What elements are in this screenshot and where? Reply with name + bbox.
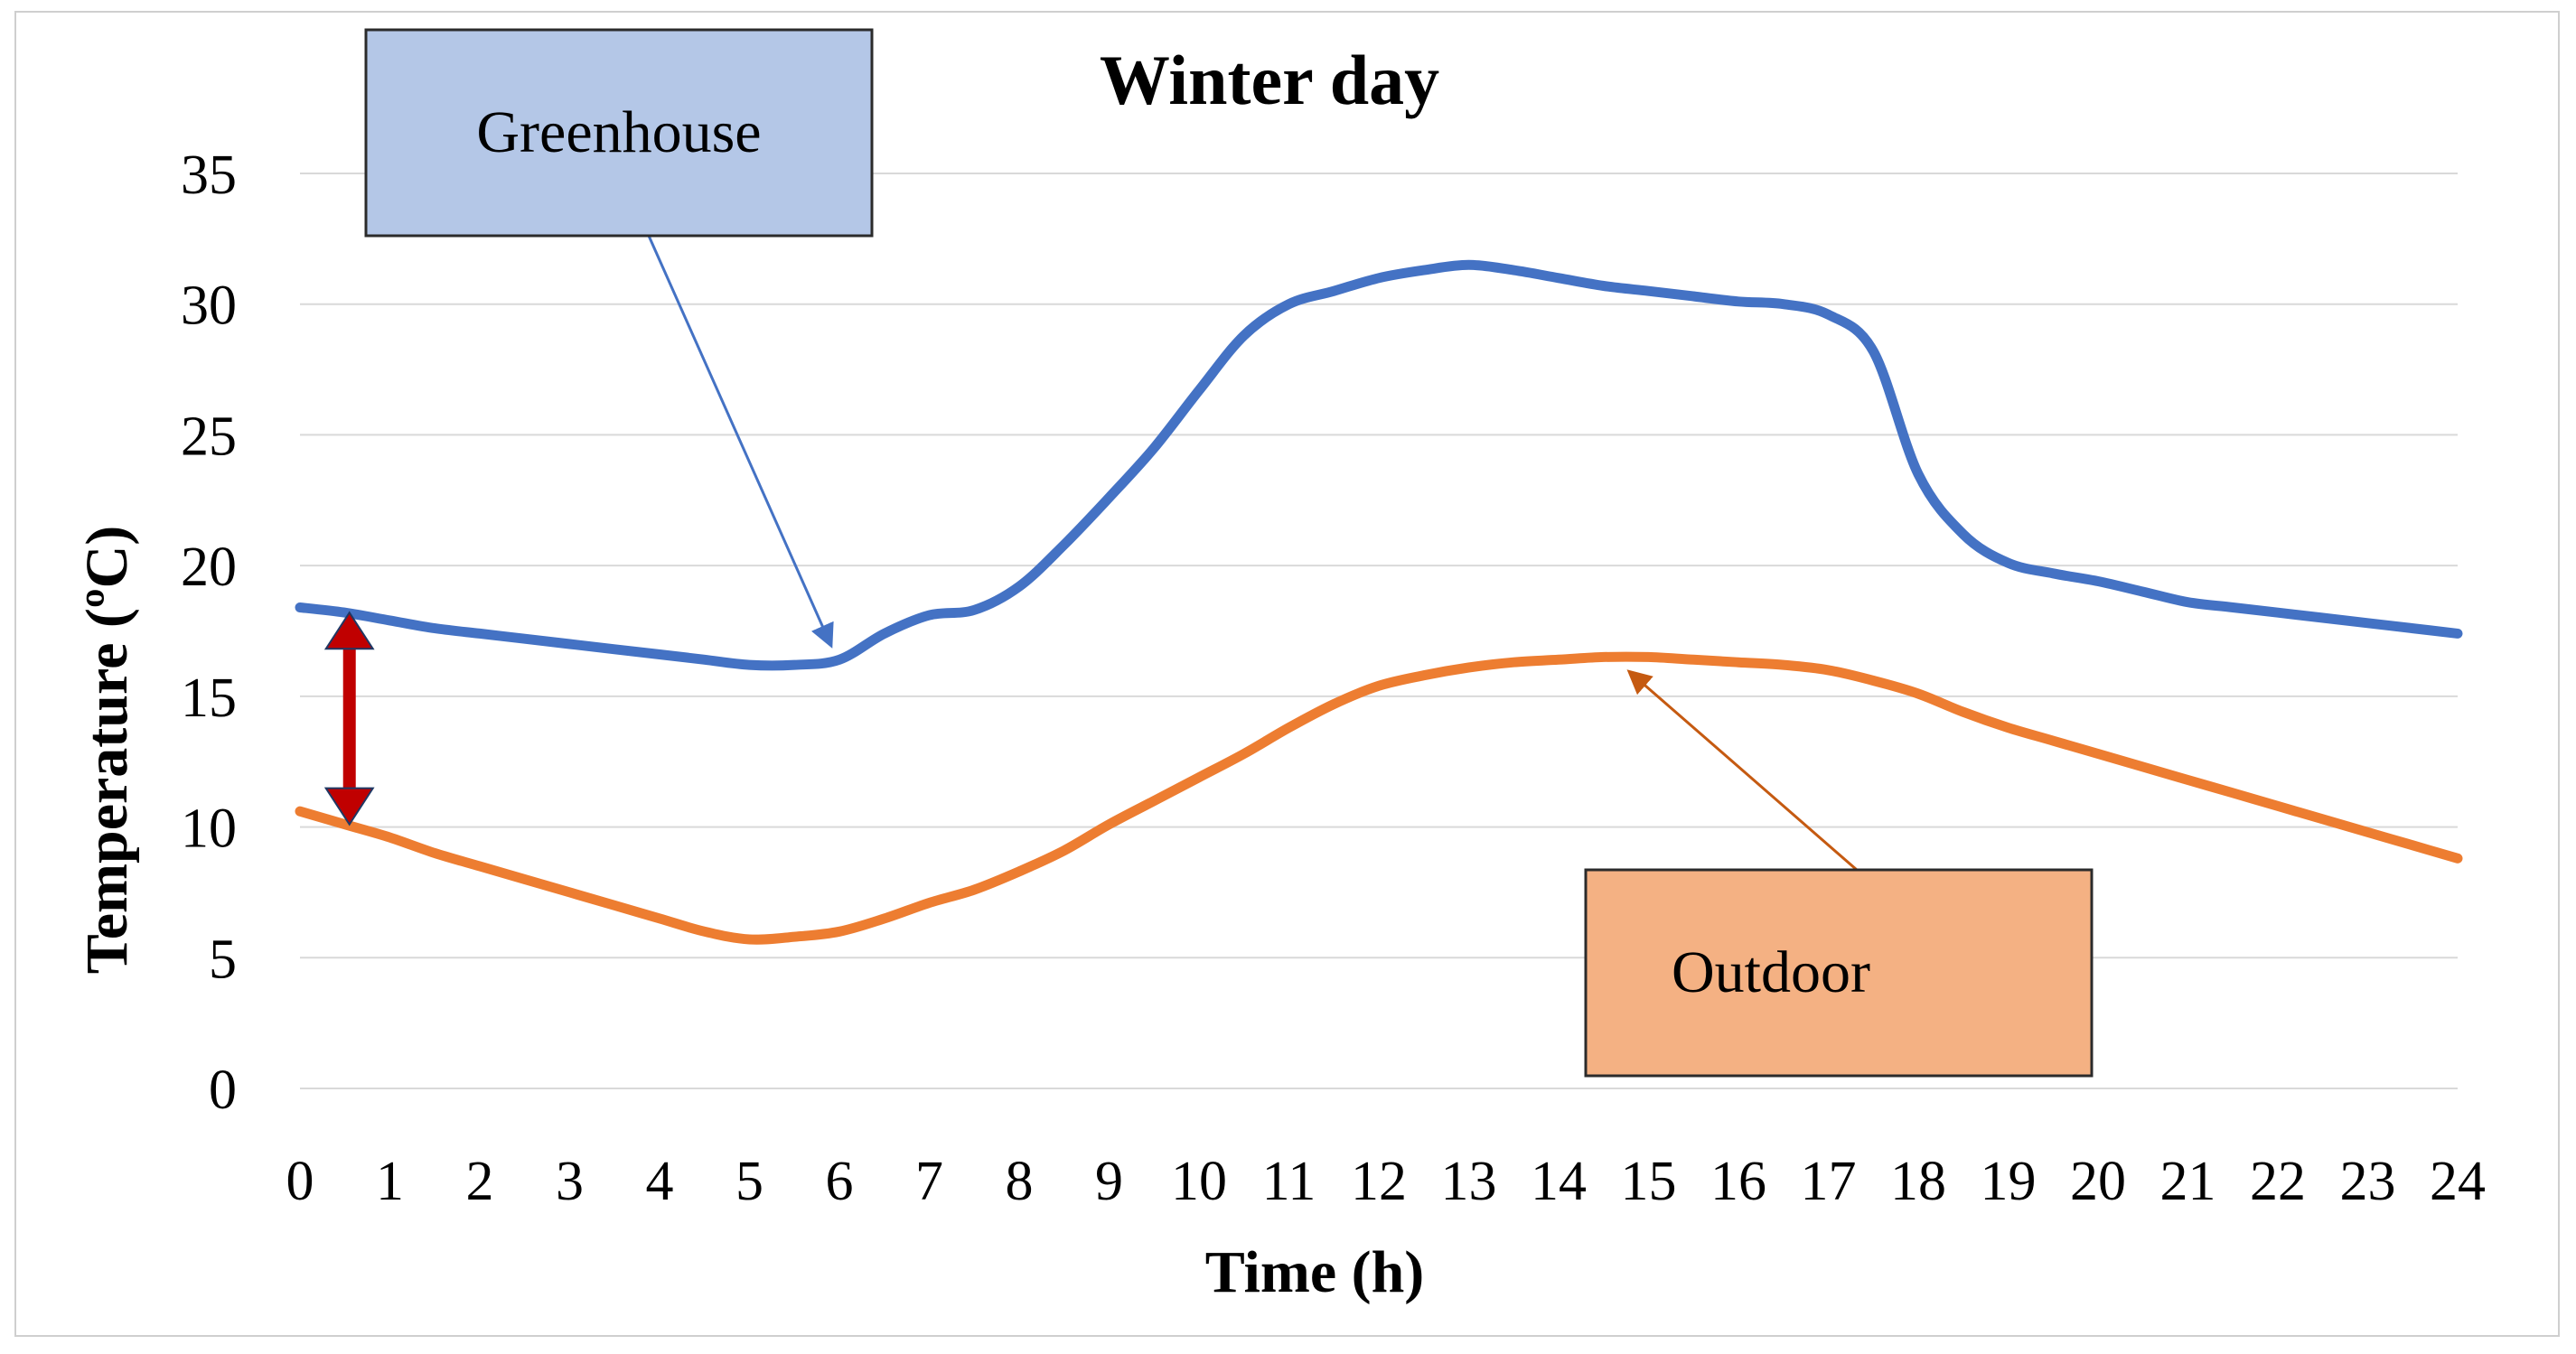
- x-tick-label: 3: [556, 1151, 584, 1212]
- y-tick-label: 0: [209, 1060, 237, 1121]
- outdoor-callout-box: [1584, 868, 2094, 1078]
- x-tick-label: 23: [2340, 1151, 2396, 1212]
- y-tick-label: 30: [181, 275, 237, 337]
- gridlines: [300, 173, 2458, 1089]
- x-tick-label: 16: [1710, 1151, 1766, 1212]
- x-tick-label: 2: [466, 1151, 494, 1212]
- y-tick-label: 20: [181, 537, 237, 598]
- y-tick-label: 15: [181, 668, 237, 729]
- series-line-outdoor: [295, 651, 2463, 945]
- x-tick-label: 18: [1890, 1151, 1946, 1212]
- greenhouse-callout-box: [364, 28, 874, 238]
- x-tick-label: 10: [1171, 1151, 1227, 1212]
- x-axis-ticks: 0 1 2 3 4 5 6 7 8 9 10 11 12 13 14 15 16 17 18 19 20 21 22 23 24: [286, 1151, 2487, 1212]
- x-tick-label: 15: [1621, 1151, 1677, 1212]
- x-tick-label: 17: [1801, 1151, 1857, 1212]
- x-tick-label: 21: [2160, 1151, 2216, 1212]
- series-lines: [295, 259, 2463, 945]
- callouts: Greenhouse Outdoor: [364, 28, 2094, 1078]
- x-tick-label: 0: [286, 1151, 314, 1212]
- x-tick-label: 6: [826, 1151, 854, 1212]
- y-axis-ticks: 0 5 10 15 20 25 30 35: [181, 145, 237, 1121]
- x-tick-label: 8: [1006, 1151, 1034, 1212]
- x-tick-label: 4: [646, 1151, 674, 1212]
- x-tick-label: 24: [2430, 1151, 2486, 1212]
- outdoor-callout-arrow: [1626, 669, 1858, 872]
- x-tick-label: 22: [2250, 1151, 2306, 1212]
- x-tick-label: 11: [1262, 1151, 1316, 1212]
- difference-arrow-head-top: [323, 611, 375, 650]
- y-tick-label: 5: [209, 929, 237, 990]
- series-line-greenhouse: [295, 259, 2463, 671]
- x-tick-label: 9: [1095, 1151, 1123, 1212]
- greenhouse-callout-label: Greenhouse: [476, 99, 761, 165]
- chart-title: Winter day: [1100, 41, 1439, 119]
- x-tick-label: 1: [376, 1151, 404, 1212]
- outdoor-callout-label: Outdoor: [1672, 939, 1870, 1005]
- x-tick-label: 5: [735, 1151, 763, 1212]
- x-tick-label: 19: [1981, 1151, 2037, 1212]
- y-tick-label: 10: [181, 798, 237, 860]
- difference-arrow: [323, 611, 375, 826]
- greenhouse-callout-arrow: [647, 235, 834, 649]
- x-tick-label: 12: [1351, 1151, 1407, 1212]
- y-tick-label: 35: [181, 145, 237, 206]
- x-tick-label: 13: [1441, 1151, 1497, 1212]
- x-axis-label: Time (h): [1205, 1239, 1425, 1305]
- difference-arrow-head-bottom: [323, 787, 375, 826]
- x-tick-label: 14: [1531, 1151, 1587, 1212]
- y-tick-label: 25: [181, 406, 237, 467]
- x-tick-label: 20: [2070, 1151, 2126, 1212]
- x-tick-label: 7: [915, 1151, 943, 1212]
- y-axis-label: Temperature (ºC): [74, 526, 140, 975]
